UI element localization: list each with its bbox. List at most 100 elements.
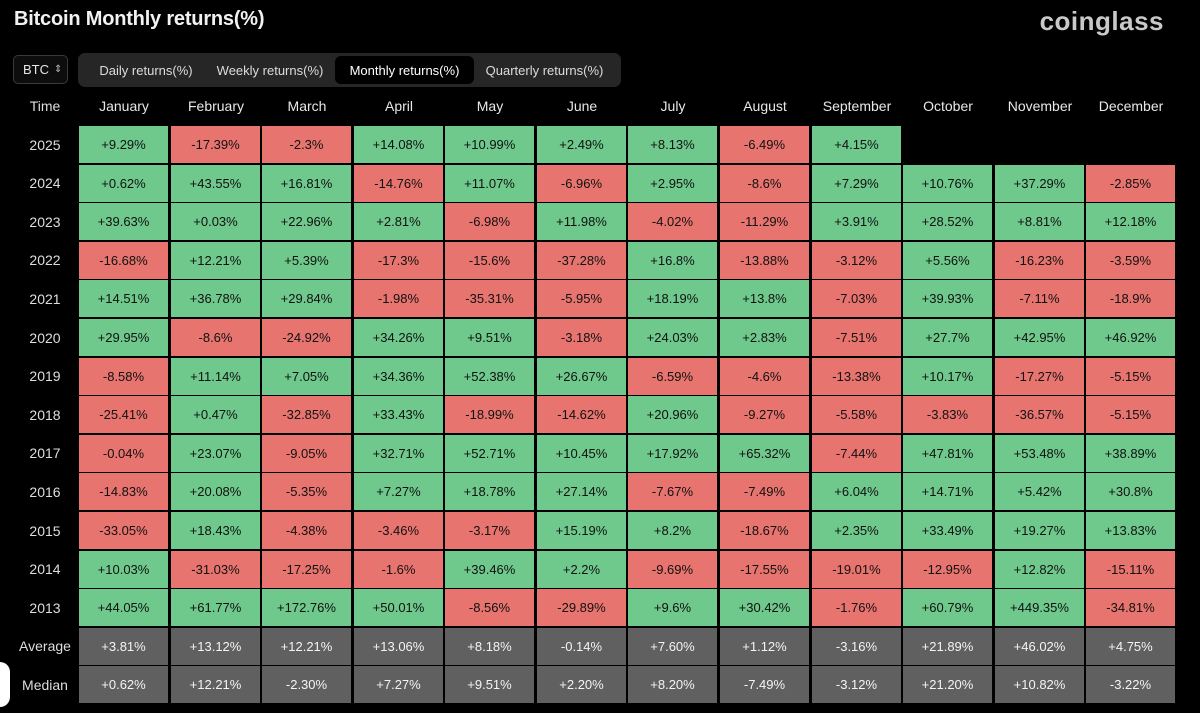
return-cell: +5.42% — [995, 473, 1084, 511]
return-cell: +29.84% — [262, 280, 351, 318]
return-cell: +36.78% — [171, 280, 260, 318]
summary-cell: +0.62% — [79, 666, 168, 704]
return-cell: +52.38% — [445, 357, 534, 395]
row-label: 2013 — [29, 599, 61, 616]
return-cell: +34.36% — [354, 357, 443, 395]
return-cell: +23.07% — [171, 434, 260, 472]
return-cell: +20.96% — [628, 396, 717, 434]
tab-daily-returns[interactable]: Daily returns(%) — [99, 62, 193, 78]
return-cell: -3.17% — [445, 512, 534, 549]
side-widget-handle[interactable] — [0, 662, 10, 707]
column-header-june[interactable]: June — [566, 98, 598, 114]
return-cell: -3.12% — [812, 241, 901, 279]
return-cell: +4.15% — [812, 126, 901, 163]
brand-logo: coinglass — [1039, 6, 1164, 36]
summary-cell: +2.20% — [537, 666, 626, 704]
return-cell: +27.7% — [903, 319, 992, 356]
return-cell: -17.27% — [995, 357, 1084, 395]
summary-cell: +13.12% — [171, 627, 260, 665]
return-cell: +11.07% — [445, 164, 534, 202]
return-cell: -12.95% — [903, 550, 992, 588]
return-cell: +14.08% — [354, 126, 443, 163]
return-cell: +0.03% — [171, 203, 260, 241]
return-cell: +43.55% — [171, 164, 260, 202]
return-cell: -1.76% — [812, 589, 901, 627]
return-cell: -14.83% — [79, 473, 168, 511]
return-cell: +8.2% — [628, 512, 717, 549]
row-label: 2017 — [29, 445, 61, 462]
return-cell: +15.19% — [537, 512, 626, 549]
page-title: Bitcoin Monthly returns(%) — [14, 8, 265, 30]
tab-quarterly-returns[interactable]: Quarterly returns(%) — [485, 62, 604, 78]
return-cell: +0.47% — [171, 396, 260, 434]
summary-cell: -3.22% — [1086, 666, 1175, 704]
return-cell: -2.3% — [262, 126, 351, 163]
return-cell: -18.67% — [720, 512, 809, 549]
return-cell: +33.43% — [354, 396, 443, 434]
asset-select[interactable]: BTC ⇕ — [13, 55, 68, 84]
return-cell: +11.98% — [537, 203, 626, 241]
return-cell: -9.27% — [720, 396, 809, 434]
column-header-october[interactable]: October — [923, 98, 973, 114]
summary-cell: +1.12% — [720, 627, 809, 665]
return-cell: -6.96% — [537, 164, 626, 202]
return-cell: -3.18% — [537, 319, 626, 356]
summary-cell: +21.20% — [903, 666, 992, 704]
column-header-april[interactable]: April — [384, 98, 413, 114]
summary-cell: -7.49% — [720, 666, 809, 704]
return-cell: -17.55% — [720, 550, 809, 588]
return-cell: +30.42% — [720, 589, 809, 627]
return-cell: -5.15% — [1086, 396, 1175, 434]
return-cell: +10.45% — [537, 434, 626, 472]
return-cell: -5.15% — [1086, 357, 1175, 395]
return-cell: -8.6% — [171, 319, 260, 356]
return-cell: +38.89% — [1086, 434, 1175, 472]
return-cell: +29.95% — [79, 319, 168, 356]
return-cell: -25.41% — [79, 396, 168, 434]
column-header-may[interactable]: May — [476, 98, 504, 114]
return-cell: +32.71% — [354, 434, 443, 472]
return-cell: -5.35% — [262, 473, 351, 511]
return-cell: +2.2% — [537, 550, 626, 588]
return-cell: +12.18% — [1086, 203, 1175, 241]
return-cell: +6.04% — [812, 473, 901, 511]
return-cell: -9.05% — [262, 434, 351, 472]
return-cell: -5.95% — [537, 280, 626, 318]
return-cell: +172.76% — [262, 589, 351, 627]
summary-cell: +8.18% — [445, 627, 534, 665]
tab-monthly-returns[interactable]: Monthly returns(%) — [335, 56, 474, 84]
return-cell: +14.71% — [903, 473, 992, 511]
return-cell: -36.57% — [995, 396, 1084, 434]
return-cell: +60.79% — [903, 589, 992, 627]
column-header-january[interactable]: January — [99, 98, 149, 114]
return-cell: -7.67% — [628, 473, 717, 511]
return-cell: +20.08% — [171, 473, 260, 511]
return-cell: -35.31% — [445, 280, 534, 318]
column-header-december[interactable]: December — [1098, 98, 1164, 114]
return-cell: +39.46% — [445, 550, 534, 588]
column-header-august[interactable]: August — [743, 98, 787, 114]
return-cell: +12.21% — [171, 241, 260, 279]
chevron-up-down-icon: ⇕ — [54, 63, 63, 75]
column-header-february[interactable]: February — [187, 98, 245, 114]
column-header-july[interactable]: July — [660, 98, 686, 114]
return-cell: -1.6% — [354, 550, 443, 588]
return-cell: +7.05% — [262, 357, 351, 395]
return-cell: -7.51% — [812, 319, 901, 356]
return-cell: +449.35% — [995, 589, 1084, 627]
tab-weekly-returns[interactable]: Weekly returns(%) — [216, 62, 324, 78]
return-cell: +9.51% — [445, 319, 534, 356]
column-header-november[interactable]: November — [1007, 98, 1073, 114]
return-cell: -7.11% — [995, 280, 1084, 318]
column-header-september[interactable]: September — [822, 98, 892, 114]
return-cell: -18.9% — [1086, 280, 1175, 318]
return-cell: -16.23% — [995, 241, 1084, 279]
return-cell: +10.99% — [445, 126, 534, 163]
return-cell: -4.02% — [628, 203, 717, 241]
return-cell: +22.96% — [262, 203, 351, 241]
return-cell: -1.98% — [354, 280, 443, 318]
return-cell: +18.19% — [628, 280, 717, 318]
return-cell: -2.85% — [1086, 164, 1175, 202]
column-header-march[interactable]: March — [287, 98, 327, 114]
row-label: 2021 — [29, 290, 61, 307]
